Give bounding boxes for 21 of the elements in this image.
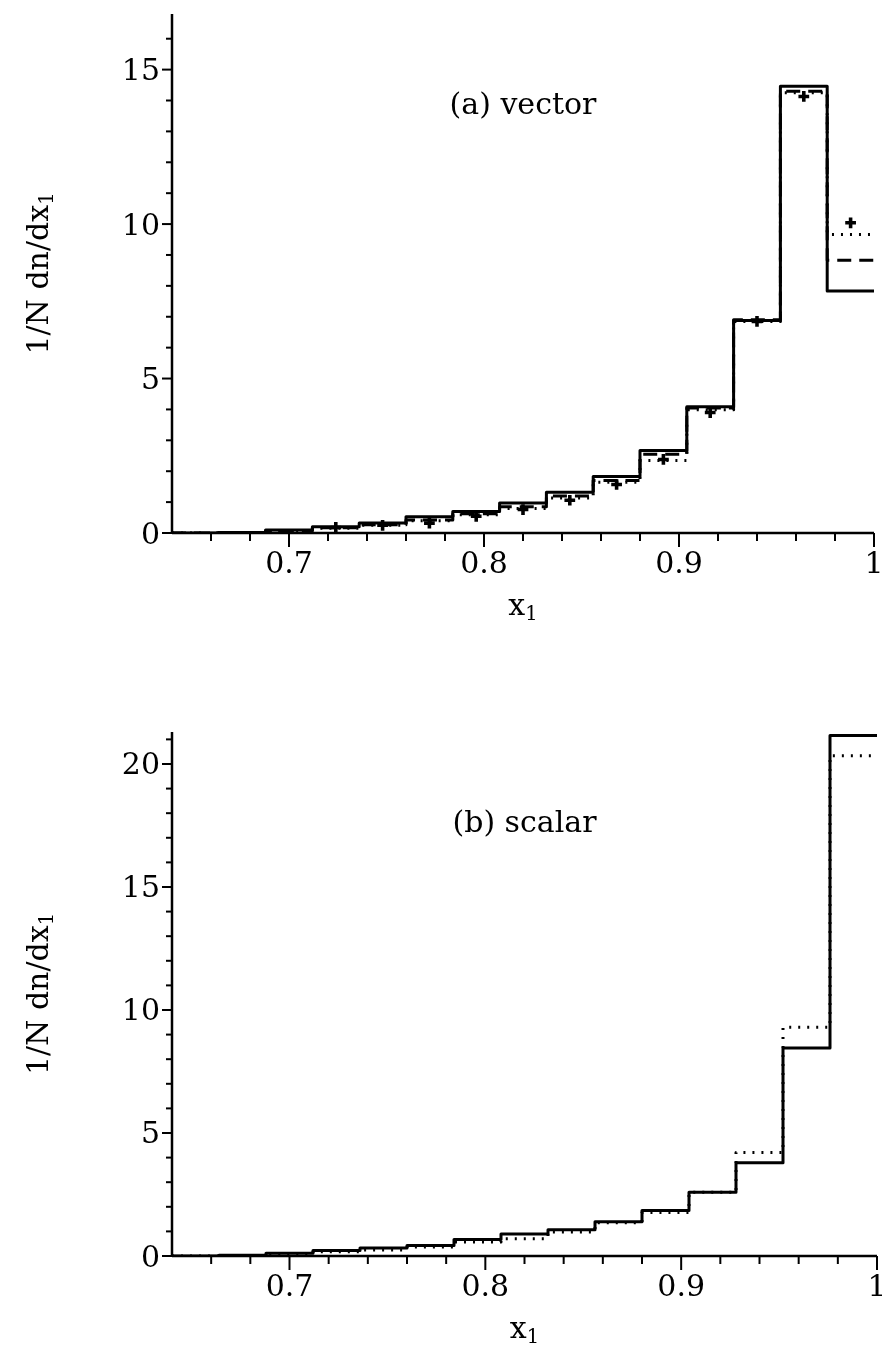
- x-axis-title: x$_{1}$: [508, 587, 538, 625]
- y-tick-label: 20: [121, 746, 160, 782]
- x-tick-label: 0.8: [460, 545, 508, 580]
- text: (a) vector: [449, 86, 598, 121]
- y-tick-label: 10: [121, 206, 160, 242]
- y-tick-label: 10: [121, 992, 160, 1028]
- x-tick-label: 0.9: [655, 545, 703, 580]
- text: (b) scalar: [452, 804, 598, 839]
- y-tick-label: 15: [121, 52, 160, 88]
- y-tick-label: 5: [140, 1115, 160, 1151]
- y-tick-label: 5: [140, 361, 160, 397]
- x-tick-label: 0.7: [265, 545, 313, 580]
- y-tick-label: 0: [140, 1238, 160, 1274]
- x-tick-label: 1: [867, 1268, 882, 1303]
- x-tick-label: 0.7: [265, 1268, 314, 1303]
- x-tick-label: 0.8: [461, 1268, 510, 1303]
- x-tick-label: 0.9: [657, 1268, 706, 1303]
- x-axis-title: x$_{1}$: [509, 1310, 540, 1348]
- y-tick-label: 0: [140, 515, 160, 551]
- x-tick-label: 1: [864, 545, 882, 580]
- y-tick-label: 15: [121, 869, 160, 905]
